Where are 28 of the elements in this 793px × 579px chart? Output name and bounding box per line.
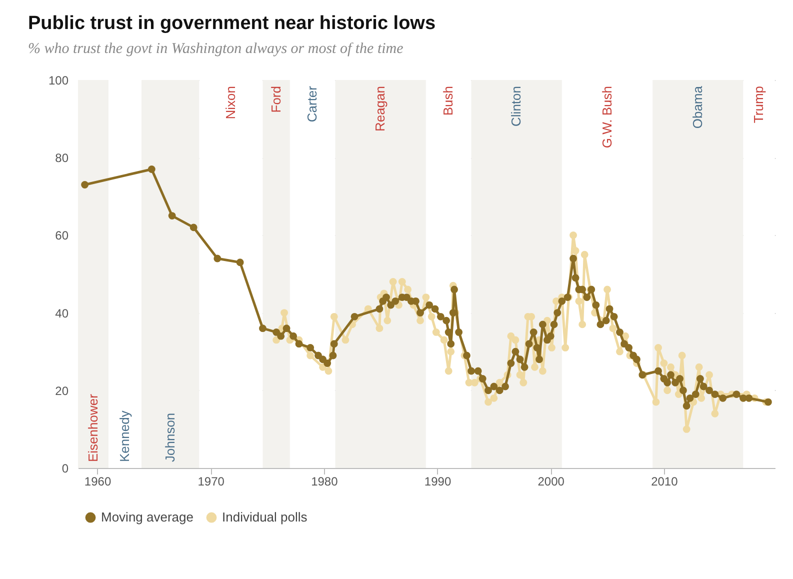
band-label: G.W. Bush [599, 86, 614, 148]
chart-subtitle: % who trust the govt in Washington always or most of the time [28, 41, 404, 57]
x-tick-label: 1970 [198, 474, 225, 488]
band-label: Carter [304, 85, 320, 122]
y-tick-label: 20 [55, 384, 69, 398]
band-label: Obama [690, 85, 705, 129]
x-tick-label: 2010 [651, 474, 678, 488]
band-label: Nixon [223, 86, 238, 120]
band-label: Ford [268, 86, 284, 113]
x-tick-label: 1980 [311, 474, 338, 488]
legend-label: Individual polls [222, 510, 308, 525]
y-tick-label: 100 [48, 74, 69, 88]
y-tick-label: 60 [55, 228, 69, 243]
y-tick-label: 0 [62, 462, 69, 476]
y-tick-label: 40 [55, 306, 69, 320]
legend-label: Moving average [101, 510, 194, 525]
band-label: Eisenhower [85, 393, 100, 462]
band-label: Trump [751, 86, 766, 124]
band-label: Clinton [508, 86, 524, 126]
band-label: Johnson [162, 412, 178, 462]
chart-title: Public trust in government near historic lows [28, 13, 436, 34]
x-tick-label: 1960 [84, 474, 112, 488]
x-tick-label: 1990 [424, 474, 452, 488]
band-label: Kennedy [117, 410, 132, 462]
band-label: Reagan [372, 86, 388, 132]
x-tick-label: 2000 [538, 474, 565, 488]
band-label: Bush [440, 86, 456, 116]
y-tick-label: 80 [55, 151, 69, 166]
